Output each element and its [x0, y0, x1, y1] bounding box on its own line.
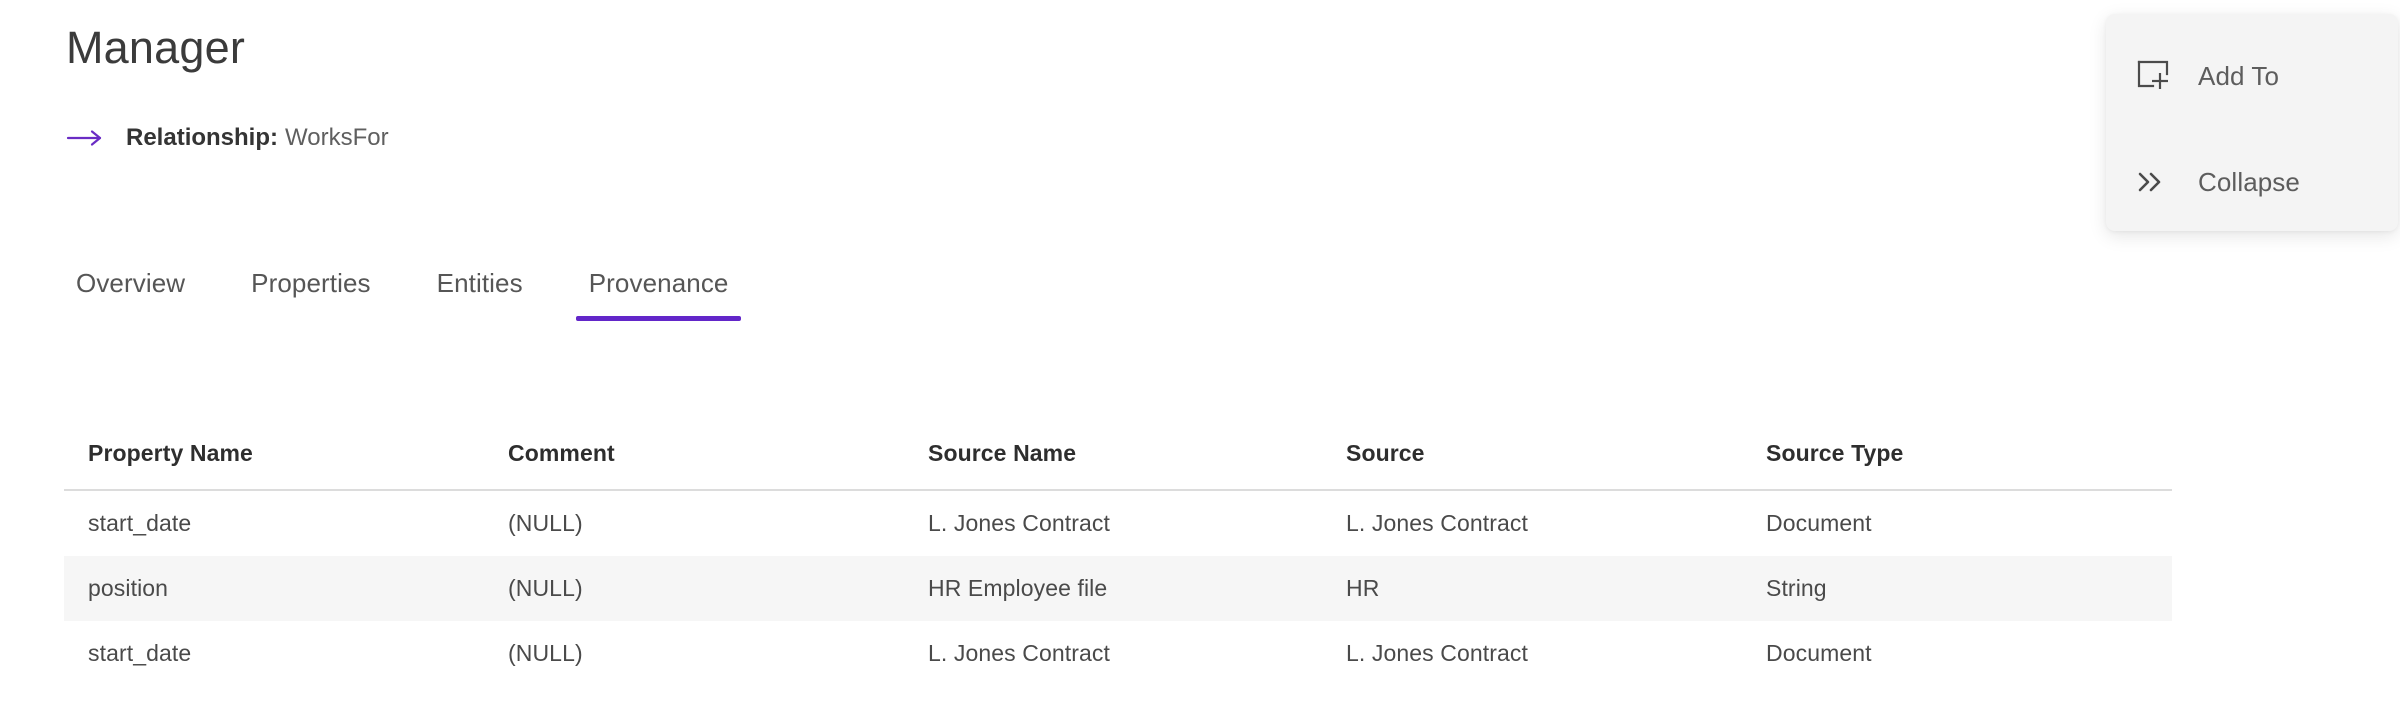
- chevron-double-right-icon: [2136, 169, 2178, 195]
- add-to-button[interactable]: Add To: [2106, 44, 2398, 108]
- cell-source-type: String: [1766, 575, 1827, 601]
- cell-source-type: Document: [1766, 510, 1872, 536]
- column-header-source[interactable]: Source: [1322, 440, 1742, 491]
- relationship-subtitle: Relationship: WorksFor: [66, 126, 389, 150]
- collapse-button[interactable]: Collapse: [2106, 150, 2398, 214]
- table-header: Property Name Comment Source Name Source…: [64, 440, 2172, 491]
- tab-entities-label: Entities: [436, 268, 523, 298]
- action-panel: Add To Collapse: [2106, 14, 2398, 231]
- tab-overview-label: Overview: [76, 268, 186, 298]
- add-to-icon: [2136, 59, 2178, 93]
- column-header-source-name[interactable]: Source Name: [904, 440, 1322, 491]
- cell-property-name: start_date: [88, 510, 192, 536]
- table-header-row: Property Name Comment Source Name Source…: [64, 440, 2172, 491]
- tab-bar: Overview Properties Entities Provenance: [64, 268, 761, 321]
- cell-source-name: HR Employee file: [928, 575, 1108, 601]
- add-to-label: Add To: [2198, 60, 2280, 91]
- tab-properties-underline: [238, 316, 384, 321]
- tab-provenance[interactable]: Provenance: [556, 268, 762, 321]
- cell-source: L. Jones Contract: [1346, 510, 1528, 536]
- provenance-table: Property Name Comment Source Name Source…: [64, 440, 2172, 686]
- cell-source-type: Document: [1766, 640, 1872, 666]
- column-header-property-name[interactable]: Property Name: [64, 440, 484, 491]
- tab-properties-label: Properties: [251, 268, 371, 298]
- cell-source-name: L. Jones Contract: [928, 510, 1110, 536]
- table-row[interactable]: start_date (NULL) L. Jones Contract L. J…: [64, 621, 2172, 686]
- tab-overview[interactable]: Overview: [64, 268, 218, 321]
- relationship-text: Relationship: WorksFor: [126, 126, 389, 150]
- relationship-value: WorksFor: [285, 124, 389, 151]
- tab-provenance-underline: [575, 316, 742, 321]
- cell-comment: (NULL): [508, 510, 583, 536]
- column-header-source-type[interactable]: Source Type: [1742, 440, 2172, 491]
- tab-entities-underline: [424, 316, 536, 321]
- collapse-label: Collapse: [2198, 166, 2300, 197]
- table-body: start_date (NULL) L. Jones Contract L. J…: [64, 490, 2172, 686]
- tab-overview-underline: [84, 316, 198, 321]
- table-row[interactable]: start_date (NULL) L. Jones Contract L. J…: [64, 490, 2172, 556]
- cell-comment: (NULL): [508, 640, 583, 666]
- tab-provenance-label: Provenance: [588, 268, 729, 298]
- tab-properties[interactable]: Properties: [218, 268, 404, 321]
- cell-source: HR: [1346, 575, 1380, 601]
- arrow-right-icon: [66, 126, 106, 150]
- cell-source: L. Jones Contract: [1346, 640, 1528, 666]
- table-row[interactable]: position (NULL) HR Employee file HR Stri…: [64, 556, 2172, 621]
- cell-property-name: position: [88, 575, 169, 601]
- page-title: Manager: [66, 22, 246, 73]
- relationship-label: Relationship:: [126, 124, 279, 151]
- cell-comment: (NULL): [508, 575, 583, 601]
- cell-source-name: L. Jones Contract: [928, 640, 1110, 666]
- tab-entities[interactable]: Entities: [404, 268, 556, 321]
- cell-property-name: start_date: [88, 640, 192, 666]
- column-header-comment[interactable]: Comment: [484, 440, 904, 491]
